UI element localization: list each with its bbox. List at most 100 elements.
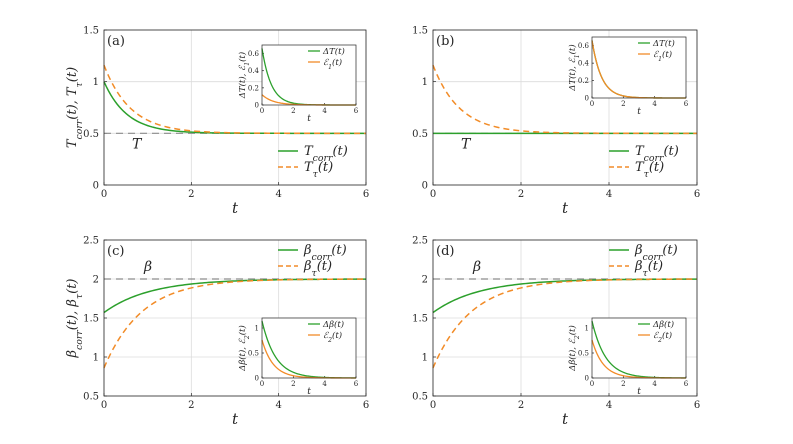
reference-label: T xyxy=(132,136,143,152)
y-tick-label: 0 xyxy=(255,375,259,383)
x-tick-label: 2 xyxy=(621,100,625,108)
x-axis-label: t xyxy=(232,410,239,428)
inset-legend-entry-0: Δβ(t) xyxy=(652,319,674,330)
inset-frame xyxy=(591,36,687,99)
inset-x-label: t xyxy=(307,387,311,397)
panel-label: (b) xyxy=(436,34,454,49)
y-tick-label: 2.5 xyxy=(412,236,428,247)
y-tick-label: 0.6 xyxy=(248,50,260,58)
x-tick-label: 2 xyxy=(518,400,524,411)
inset-legend-entry-1: ℰ2(t) xyxy=(653,330,672,344)
y-tick-label: 0 xyxy=(255,102,259,110)
y-tick-label: 1 xyxy=(93,77,99,88)
y-axis-label: Tcorr(t), Tτ(t) xyxy=(65,67,85,148)
panel-c: 0 2 4 6 0.5 1 1.5 2 2.5 β (c) t βcorr(t), βτ(t) βcorr… xyxy=(65,236,369,429)
y-tick-label: 0.5 xyxy=(248,350,259,358)
legend-entry-0: Tcorr(t) xyxy=(635,144,679,164)
y-tick-label: 0.5 xyxy=(412,129,428,140)
y-tick-label: 1.5 xyxy=(412,26,428,37)
reference-label: β xyxy=(472,259,481,275)
x-tick-label: 4 xyxy=(606,400,612,411)
y-tick-label: 1 xyxy=(422,353,428,364)
y-tick-label: 1.5 xyxy=(412,314,428,325)
inset-plot: 0 2 4 6 0 0.2 0.4 0.6 t ΔT(t), ℰ1(t) ΔT(t)ℰ1(t) xyxy=(237,44,359,124)
x-tick-label: 0 xyxy=(430,189,436,200)
axes-frame xyxy=(432,29,698,186)
axes-frame xyxy=(103,29,367,186)
y-tick-label: 2 xyxy=(422,275,428,286)
x-tick-label: 4 xyxy=(322,107,327,115)
y-tick-label: 0.2 xyxy=(578,77,589,85)
inset-y-label: Δβ(t), ℰ2(t) xyxy=(237,325,251,372)
x-tick-label: 2 xyxy=(621,380,625,388)
series-line-1 xyxy=(103,278,366,369)
panel-b: 0 2 4 6 0 0.5 1 1.5 T (b) t Tcorr(t)Tτ(t) 0 2 4 6 0 0.2 0.… xyxy=(412,26,700,218)
y-tick-label: 0.4 xyxy=(578,60,590,68)
x-tick-label: 2 xyxy=(188,400,194,411)
inset-legend-entry-0: Δβ(t) xyxy=(322,319,344,330)
x-tick-label: 4 xyxy=(652,380,657,388)
inset-frame xyxy=(591,317,687,379)
inset-legend-entry-1: ℰ1(t) xyxy=(323,57,342,71)
inset-legend-entry-0: ΔT(t) xyxy=(322,46,345,57)
legend-entry-0: Tcorr(t) xyxy=(304,144,348,164)
x-tick-label: 0 xyxy=(590,100,594,108)
x-tick-label: 0 xyxy=(430,400,436,411)
reference-label: T xyxy=(461,136,472,152)
y-axis-label: βcorr(t), βτ(t) xyxy=(65,278,85,358)
x-tick-label: 6 xyxy=(363,400,369,411)
y-tick-label: 1 xyxy=(93,353,99,364)
y-tick-label: 1.5 xyxy=(83,26,99,37)
x-tick-label: 0 xyxy=(101,400,107,411)
y-tick-label: 1 xyxy=(585,325,589,333)
inset-y-label: Δβ(t), ℰ2(t) xyxy=(567,325,581,372)
y-tick-label: 1 xyxy=(255,325,259,333)
y-tick-label: 1.5 xyxy=(83,314,99,325)
y-tick-label: 0.5 xyxy=(578,350,589,358)
x-tick-label: 0 xyxy=(260,380,264,388)
y-tick-label: 0 xyxy=(585,375,589,383)
panel-label: (d) xyxy=(436,244,454,259)
y-tick-label: 0 xyxy=(585,95,589,103)
x-tick-label: 6 xyxy=(694,400,700,411)
x-tick-label: 2 xyxy=(188,189,194,200)
legend-entry-0: βcorr(t) xyxy=(303,243,347,263)
x-tick-label: 4 xyxy=(606,189,612,200)
y-tick-label: 0.5 xyxy=(83,129,99,140)
series-line-1 xyxy=(432,278,697,369)
x-tick-label: 6 xyxy=(354,107,359,115)
inset-plot: 0 2 4 6 0 0.2 0.4 0.6 t ΔT(t), ℰ1(t) ΔT(t)ℰ1(t) xyxy=(567,36,689,117)
legend-entry-1: βτ(t) xyxy=(303,259,332,279)
y-tick-label: 0.5 xyxy=(412,392,428,403)
inset-legend-entry-1: ℰ1(t) xyxy=(653,49,672,63)
x-tick-label: 2 xyxy=(291,380,295,388)
x-tick-label: 4 xyxy=(275,189,281,200)
inset-x-label: t xyxy=(637,107,641,117)
panel-label: (c) xyxy=(107,244,124,259)
inset-x-label: t xyxy=(637,387,641,397)
inset-x-label: t xyxy=(307,114,311,124)
series-line-0 xyxy=(432,278,698,314)
y-tick-label: 2.5 xyxy=(83,236,99,247)
series-line-1 xyxy=(103,64,366,135)
y-tick-label: 0 xyxy=(422,181,428,192)
x-tick-label: 6 xyxy=(684,380,689,388)
inset-legend-entry-0: ΔT(t) xyxy=(652,38,675,49)
x-tick-label: 0 xyxy=(101,189,107,200)
inset-legend-entry-1: ℰ2(t) xyxy=(323,330,342,344)
x-tick-label: 4 xyxy=(322,380,327,388)
panel-a: 0 2 4 6 0 0.5 1 1.5 T (a) t Tcorr(t), Tτ(t) Tcorr(t)… xyxy=(65,26,369,218)
axes-frame xyxy=(432,239,698,397)
reference-label: β xyxy=(143,259,152,275)
x-tick-label: 6 xyxy=(363,189,369,200)
inset-plot: 0 2 4 6 0 0.5 1 t Δβ(t), ℰ2(t) Δβ(t)ℰ2(t) xyxy=(567,317,689,397)
x-tick-label: 0 xyxy=(260,107,264,115)
x-tick-label: 6 xyxy=(694,189,700,200)
legend-entry-1: Tτ(t) xyxy=(635,160,664,180)
x-tick-label: 4 xyxy=(652,100,657,108)
x-tick-label: 0 xyxy=(590,380,594,388)
panel-label: (a) xyxy=(107,34,125,49)
y-tick-label: 0.2 xyxy=(248,84,259,92)
legend-entry-1: βτ(t) xyxy=(634,259,663,279)
x-tick-label: 2 xyxy=(291,107,295,115)
